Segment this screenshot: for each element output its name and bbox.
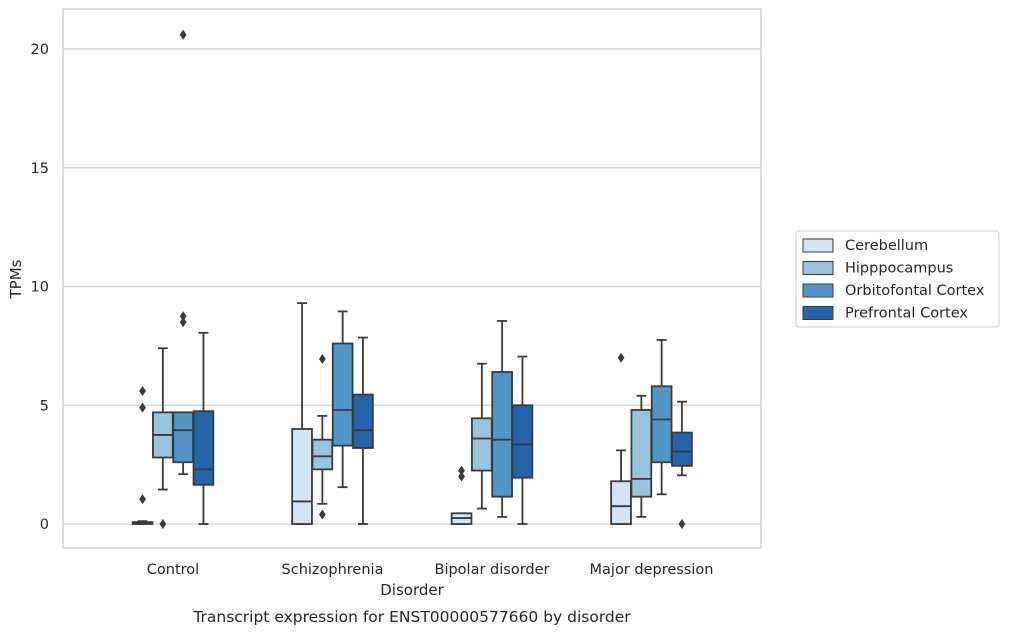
box [610,480,632,525]
outlier-point [139,402,146,413]
box-group [311,353,334,520]
outlier-point [617,352,625,363]
x-tick-label: Schizophrenia [282,562,384,578]
box-group [671,400,693,529]
grid-lines [63,48,761,525]
outlier-point [678,519,686,529]
box-group [152,347,174,529]
box [491,371,513,498]
plot-background [63,9,761,548]
box-group [192,331,215,525]
legend-swatch [802,261,834,275]
box [671,431,693,467]
outlier-point [458,465,465,476]
y-tick-label: 15 [31,161,49,177]
box-group [511,355,534,525]
outlier-point [179,317,187,328]
y-axis-label: TPMs [7,259,25,299]
y-tick-labels: 0 5 10 15 20 [31,42,49,533]
x-tick-labels: Control Schizophrenia Bipolar disorder Majo… [147,562,714,578]
y-tick-label: 10 [31,280,49,296]
box-group [331,310,354,489]
x-tick-label: Control [147,562,199,578]
box [352,393,374,449]
box [650,385,673,464]
box-group [291,302,313,525]
y-tick-label: 5 [40,398,49,414]
box [172,411,194,464]
legend-frame [795,230,1000,328]
box [471,417,493,472]
box [291,428,313,525]
outlier-point [179,311,187,322]
box [630,409,653,498]
chart-caption: Transcript expression for ENST0000057766… [192,608,631,626]
outlier-point [318,509,326,520]
y-tick-label: 0 [40,517,49,533]
box-group [630,394,653,518]
legend-label: Prefrontal Cortex [845,306,968,322]
legend-label: Orbitofontal Cortex [845,283,985,299]
outlier-point [318,353,326,364]
box-group [491,320,513,518]
legend-items: Cerebellum Hipppocampus Orbitofontal Corte… [802,238,985,322]
outlier-point [179,29,187,40]
x-tick-label: Major depression [590,562,714,578]
outlier-point [139,386,146,396]
box-group [610,352,632,525]
legend-swatch [802,306,834,320]
box-group [352,336,374,525]
box [331,342,354,447]
box [511,404,534,479]
x-tick-label: Bipolar disorder [435,562,550,578]
outlier-point [159,519,167,529]
legend: Cerebellum Hipppocampus Orbitofontal Corte… [795,230,1000,328]
box-group [471,362,493,510]
box-group [172,29,194,476]
legend-label: Hipppocampus [845,261,953,277]
box-group [131,386,154,525]
outlier-point [458,471,465,482]
y-tick-label: 20 [31,42,49,58]
box-group [450,465,473,525]
box-groups [131,29,693,529]
box [311,438,334,471]
legend-swatch [802,283,834,298]
legend-swatch [802,238,834,253]
legend-label: Cerebellum [845,238,928,254]
plot-frame [62,8,762,549]
box-group [650,339,673,496]
outlier-point [139,494,146,505]
box [192,410,215,486]
x-axis-label: Disorder [380,581,444,599]
